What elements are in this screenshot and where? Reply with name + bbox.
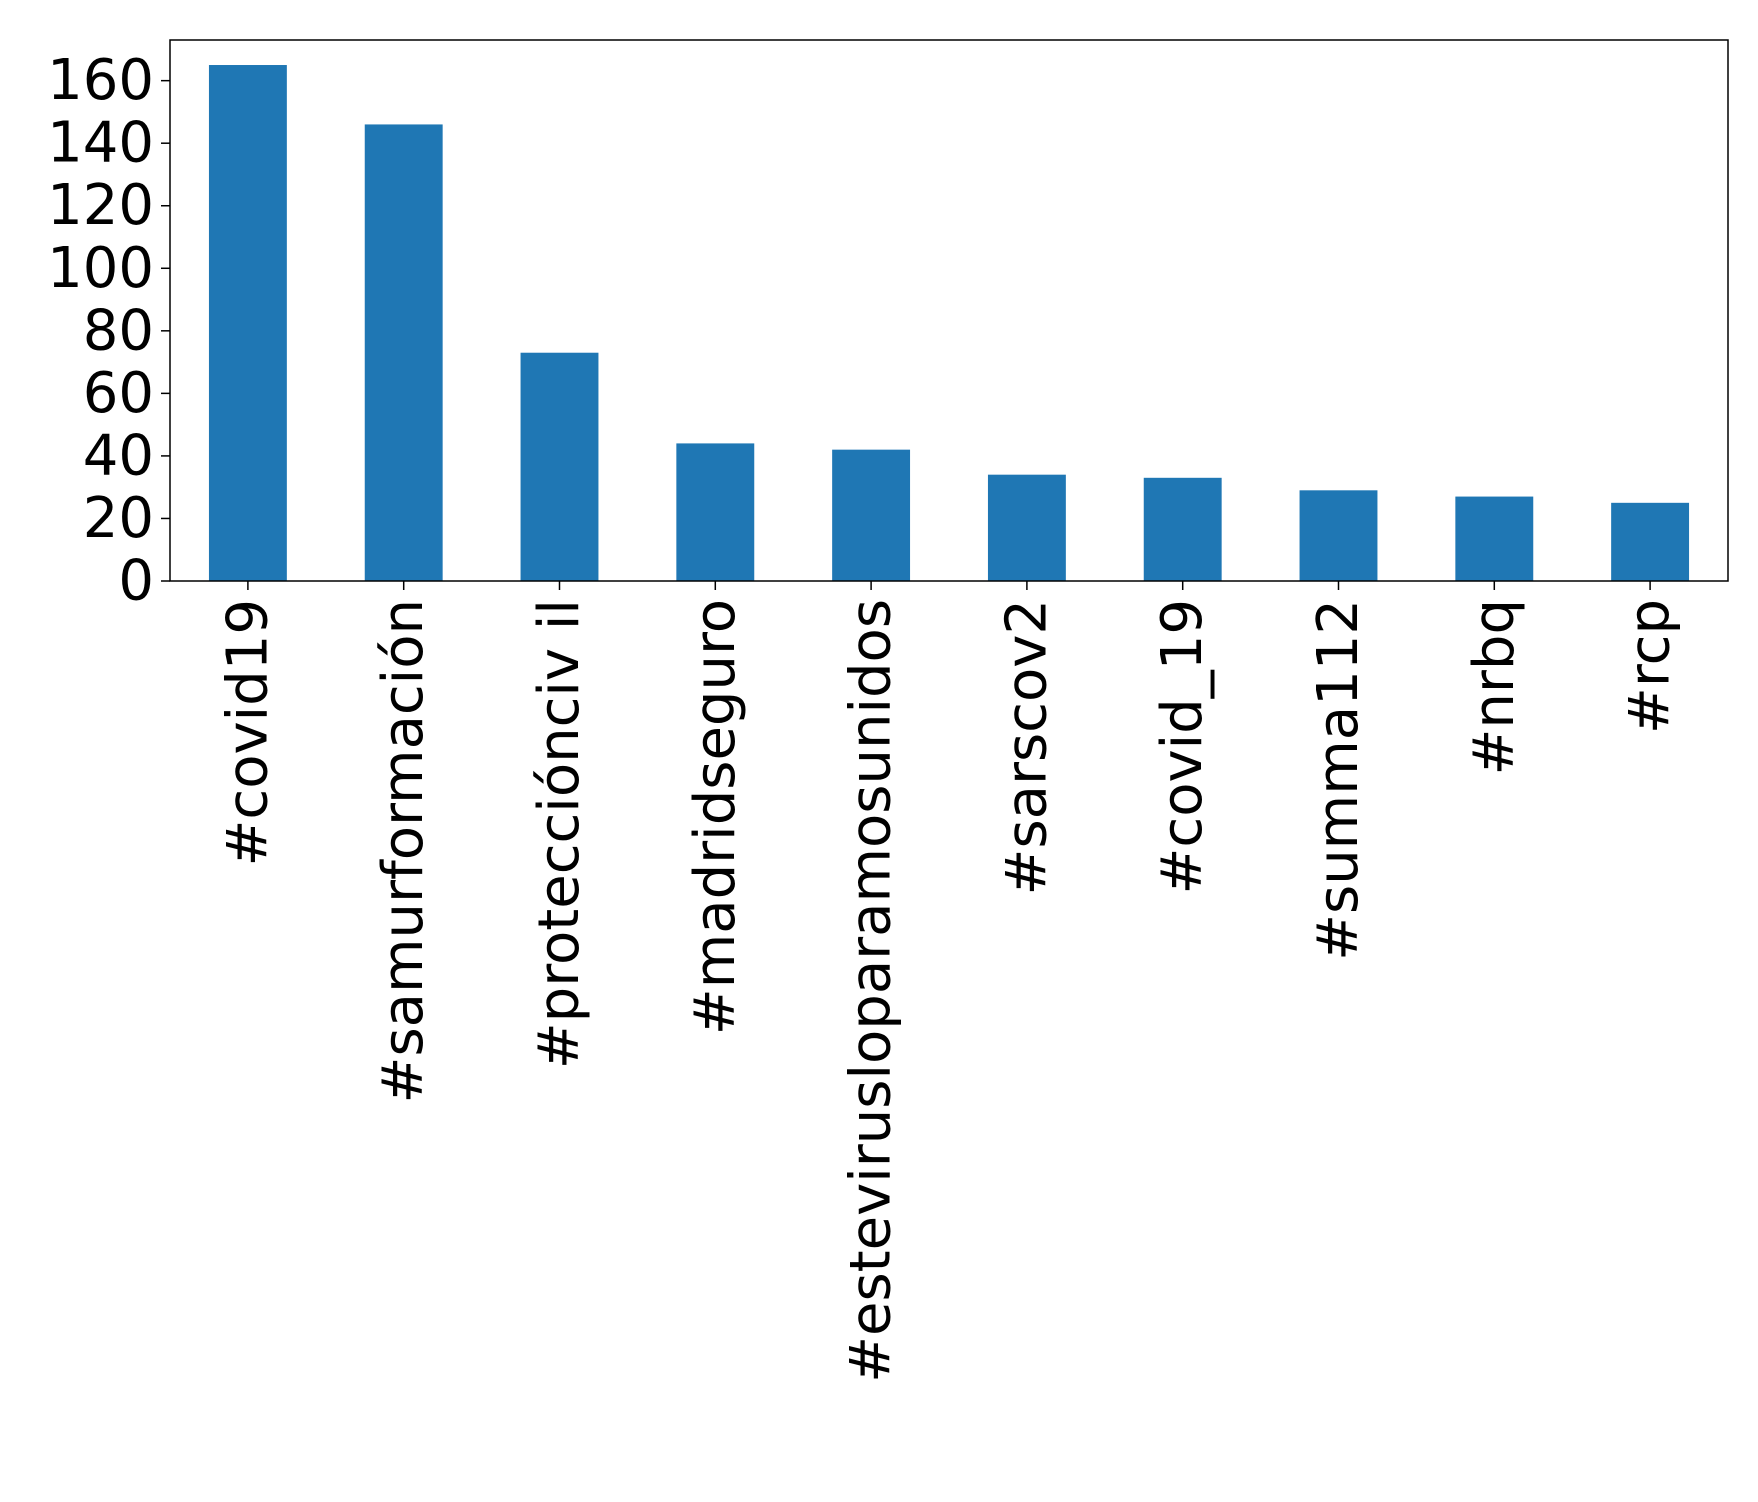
y-tick-label: 60 [83,361,154,426]
y-tick-label: 80 [83,298,154,363]
bar [987,474,1066,581]
y-tick-label: 0 [118,549,154,614]
bar [676,443,755,581]
x-tick-label: #estevirusloparamosunidos [839,599,904,1383]
x-tick-label: #covid19 [215,599,280,866]
x-tick-label: #nrbq [1462,599,1527,776]
y-tick-label: 160 [47,48,154,113]
x-tick-label: #samurformación [371,599,436,1103]
x-tick-label: #rcp [1618,599,1683,734]
y-tick-label: 40 [83,423,154,488]
x-tick-label: #covid_19 [1150,599,1215,894]
y-tick-label: 120 [47,173,154,238]
x-tick-label: #protecciónciv il [527,599,592,1069]
x-tick-label: #sarscov2 [994,599,1059,895]
bar [1143,477,1222,581]
x-axis: #covid19 #samurformación #protecciónciv il… [215,581,1683,1383]
y-tick-label: 100 [47,236,154,301]
bar [208,65,287,581]
x-tick-label: #summa112 [1306,599,1371,961]
plot-frame [169,39,1729,582]
y-tick-label: 20 [83,486,154,551]
bars-group [208,65,1690,582]
bar [520,352,599,581]
y-tick-label: 140 [47,111,154,176]
bar [364,124,443,582]
bar [1611,502,1690,581]
bar [1455,496,1534,581]
bar [832,449,911,581]
x-tick-label: #madridseguro [683,599,748,1035]
bar [1299,490,1378,581]
